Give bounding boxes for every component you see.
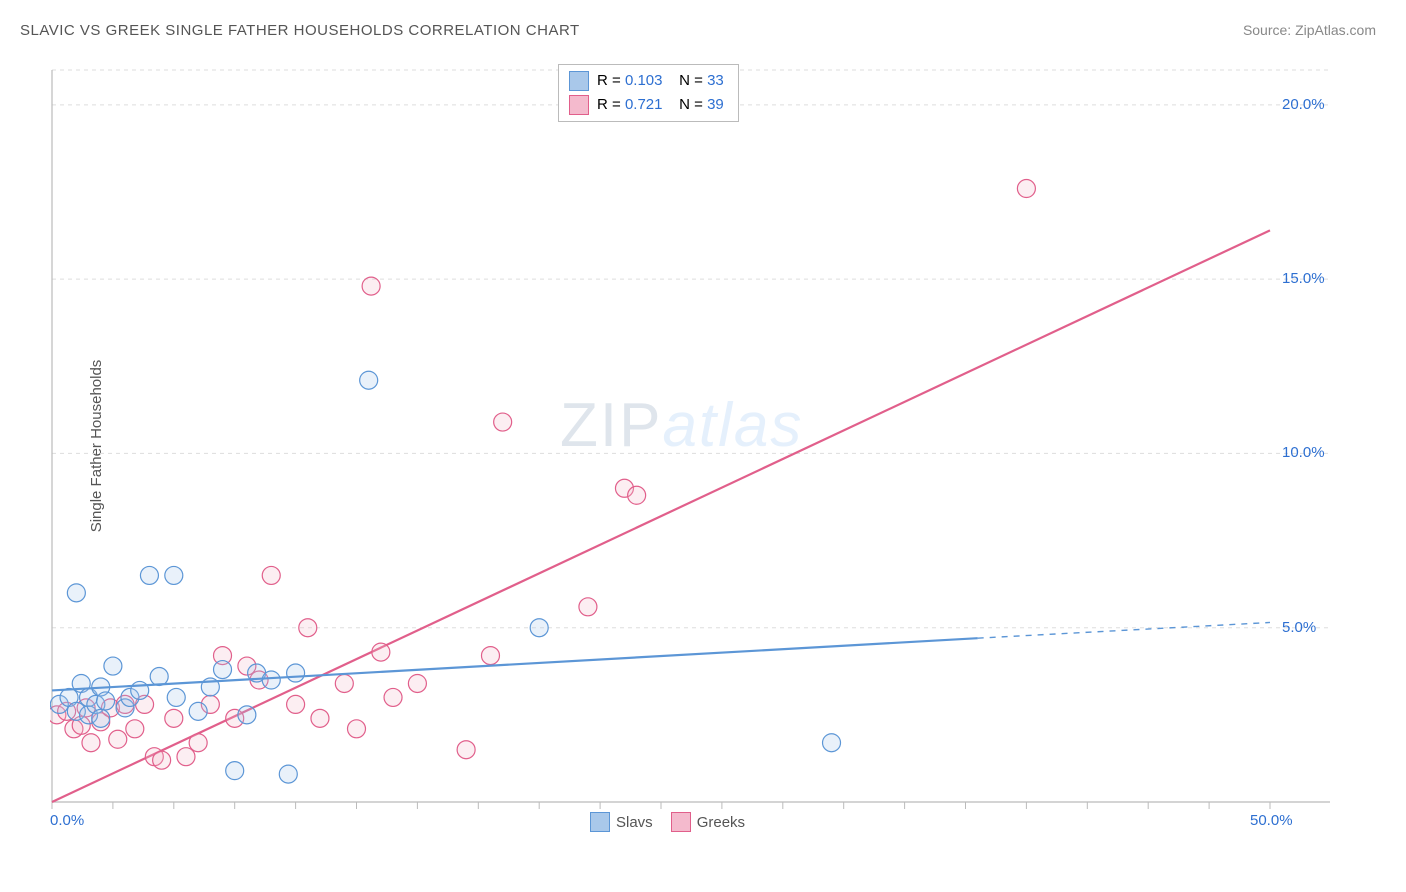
- y-tick-label: 10.0%: [1282, 444, 1325, 461]
- legend-label-greeks: Greeks: [697, 814, 745, 831]
- series-legend: Slavs Greeks: [590, 812, 745, 832]
- legend-label-slavs: Slavs: [616, 814, 653, 831]
- y-tick-label: 20.0%: [1282, 96, 1325, 113]
- source-attribution: Source: ZipAtlas.com: [1243, 22, 1376, 38]
- swatch-greeks-icon: [569, 95, 589, 115]
- chart-title: SLAVIC VS GREEK SINGLE FATHER HOUSEHOLDS…: [20, 22, 580, 39]
- source-value: ZipAtlas.com: [1295, 22, 1376, 38]
- n-value-greeks: 39: [707, 96, 724, 113]
- r-value-slavs: 0.103: [625, 72, 663, 89]
- x-tick-label: 0.0%: [50, 812, 84, 829]
- swatch-slavs-icon: [590, 812, 610, 832]
- stats-row-slavs: R = 0.103 N = 33: [569, 69, 724, 93]
- stats-text-slavs: R = 0.103 N = 33: [597, 69, 724, 93]
- plot-svg: [50, 60, 1330, 830]
- swatch-greeks-icon: [671, 812, 691, 832]
- y-tick-label: 5.0%: [1282, 619, 1316, 636]
- n-value-slavs: 33: [707, 72, 724, 89]
- legend-item-slavs: Slavs: [590, 812, 653, 832]
- y-tick-label: 15.0%: [1282, 270, 1325, 287]
- source-label: Source:: [1243, 22, 1291, 38]
- stats-row-greeks: R = 0.721 N = 39: [569, 93, 724, 117]
- swatch-slavs-icon: [569, 71, 589, 91]
- r-label: R =: [597, 96, 621, 113]
- x-tick-label: 50.0%: [1250, 812, 1293, 829]
- stats-text-greeks: R = 0.721 N = 39: [597, 93, 724, 117]
- legend-item-greeks: Greeks: [671, 812, 745, 832]
- r-label: R =: [597, 72, 621, 89]
- n-label: N =: [679, 72, 703, 89]
- plot-area: R = 0.103 N = 33 R = 0.721 N = 39: [50, 60, 1330, 830]
- chart-container: SLAVIC VS GREEK SINGLE FATHER HOUSEHOLDS…: [0, 0, 1406, 892]
- n-label: N =: [679, 96, 703, 113]
- r-value-greeks: 0.721: [625, 96, 663, 113]
- stats-legend-box: R = 0.103 N = 33 R = 0.721 N = 39: [558, 64, 739, 122]
